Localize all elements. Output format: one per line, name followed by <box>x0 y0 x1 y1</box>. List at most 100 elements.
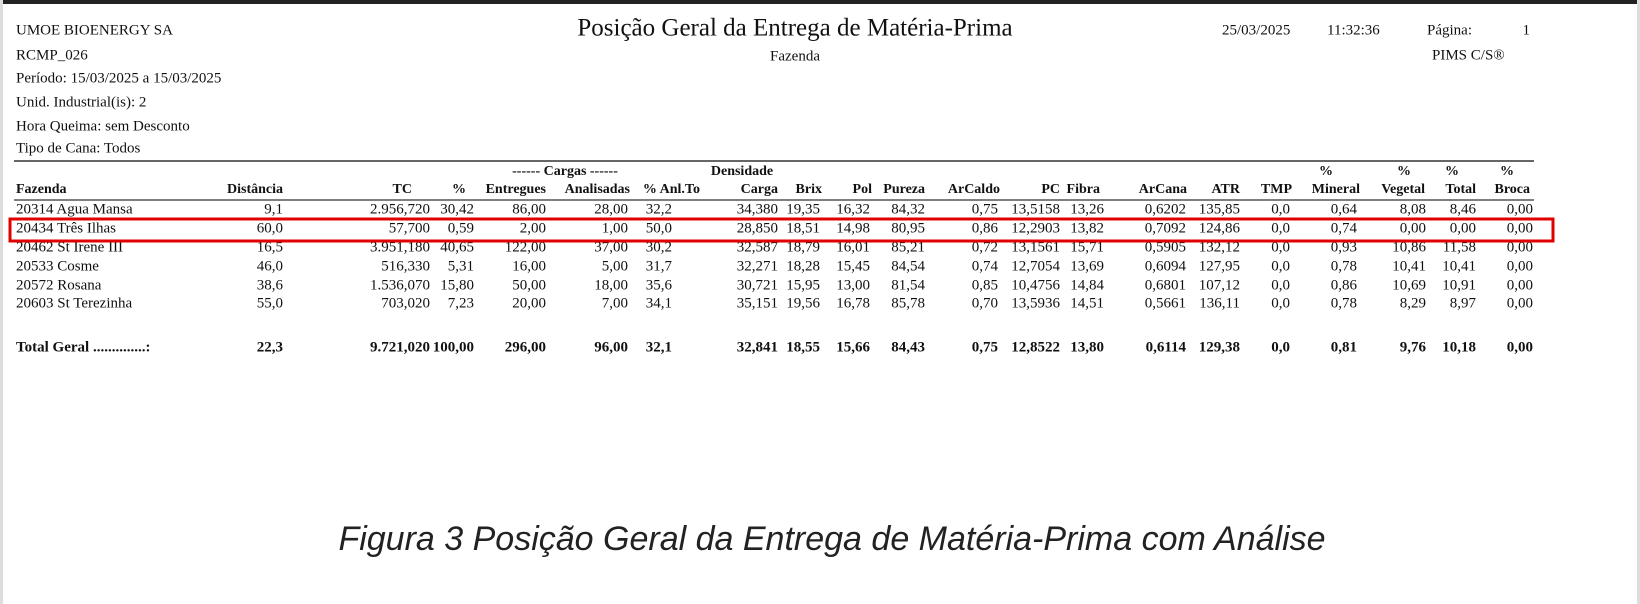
cell: 30,42 <box>440 201 474 217</box>
cell: 703,020 <box>381 295 430 311</box>
cane-type: Tipo de Cana: Todos <box>16 140 141 156</box>
total-cell: 100,00 <box>433 339 474 355</box>
date: 25/03/2025 <box>1222 22 1290 38</box>
cell: 20533 Cosme <box>16 258 99 274</box>
cell: 10,4756 <box>1011 277 1060 293</box>
cell: 18,28 <box>786 258 820 274</box>
column-header: Distância <box>227 182 283 197</box>
cell: 16,32 <box>836 201 870 217</box>
total-cell: 15,66 <box>836 339 870 355</box>
cell: 12,7054 <box>1011 258 1060 274</box>
cell: 20,00 <box>512 295 546 311</box>
table: %%% % Fazenda Distância TC% Entregues Analisad… <box>16 164 1533 355</box>
group-header: Densidade <box>711 164 773 179</box>
page-number: 1 <box>1523 22 1531 38</box>
top-border <box>0 0 1640 4</box>
cell: 8,08 <box>1400 201 1426 217</box>
cell: 15,80 <box>440 277 474 293</box>
cell: 28,00 <box>594 201 628 217</box>
cell: 516,330 <box>381 258 430 274</box>
cell: 0,74 <box>1331 220 1358 236</box>
column-header: Pol <box>853 182 873 197</box>
cell: 85,21 <box>891 239 925 255</box>
cell: 10,41 <box>1442 258 1476 274</box>
cell: 0,00 <box>1507 277 1533 293</box>
cell: 8,46 <box>1450 201 1477 217</box>
cell: 135,85 <box>1199 201 1240 217</box>
cell: 50,00 <box>512 277 546 293</box>
cell: 8,29 <box>1400 295 1426 311</box>
cell: 0,6094 <box>1145 258 1187 274</box>
time: 11:32:36 <box>1327 22 1380 38</box>
cell: 0,78 <box>1331 295 1357 311</box>
cell: 34,380 <box>737 201 778 217</box>
cell: 86,00 <box>512 201 546 217</box>
caption: Figura 3 Posição Geral da Entrega de Mat… <box>338 520 1325 558</box>
cell: 34,1 <box>646 295 672 311</box>
cell: 16,78 <box>836 295 870 311</box>
total-cell: 96,00 <box>594 339 628 355</box>
cell: 84,32 <box>891 201 925 217</box>
cell: 0,64 <box>1331 201 1358 217</box>
cell: 80,95 <box>891 220 925 236</box>
highlight-box <box>8 217 1555 243</box>
cell: 28,850 <box>737 220 778 236</box>
total-cell: 9.721,020 <box>370 339 430 355</box>
cell: 0,0 <box>1271 295 1290 311</box>
cell: 14,98 <box>836 220 870 236</box>
total-cell: 296,00 <box>505 339 546 355</box>
column-header: ATR <box>1211 182 1240 197</box>
cell: 13,5158 <box>1011 201 1060 217</box>
cell: 18,00 <box>594 277 628 293</box>
cell: 19,35 <box>786 201 820 217</box>
cell: 0,86 <box>972 220 999 236</box>
total-cell: 22,3 <box>257 339 283 355</box>
cell: 12,2903 <box>1011 220 1060 236</box>
cell: 7,23 <box>448 295 474 311</box>
cell: 0,0 <box>1271 258 1290 274</box>
cell: 0,0 <box>1271 220 1290 236</box>
cell: 0,00 <box>1450 220 1476 236</box>
cell: 31,7 <box>646 258 673 274</box>
column-header: Fazenda <box>16 182 67 197</box>
cell: 13,82 <box>1070 220 1104 236</box>
cell: 32,2 <box>646 201 672 217</box>
cell: 5,00 <box>602 258 628 274</box>
cell: 0,74 <box>972 258 999 274</box>
cell: 3.951,180 <box>370 239 430 255</box>
cell: 57,700 <box>389 220 430 236</box>
cell: 9,1 <box>264 201 283 217</box>
cell: 0,86 <box>1331 277 1358 293</box>
page-label: Página: <box>1427 22 1472 38</box>
cell: 85,78 <box>891 295 925 311</box>
total-cell: 18,55 <box>786 339 820 355</box>
cell: 0,70 <box>972 295 998 311</box>
cell: 1,00 <box>602 220 628 236</box>
column-header: Carga <box>741 182 778 197</box>
cell: 81,54 <box>891 277 925 293</box>
cell: 122,00 <box>505 239 546 255</box>
cell: 11,58 <box>1443 239 1476 255</box>
column-header: Vegetal <box>1381 182 1425 197</box>
cell: 19,56 <box>786 295 820 311</box>
cell: 0,6801 <box>1145 277 1186 293</box>
total-cell: 12,8522 <box>1011 339 1060 355</box>
cell: 13,69 <box>1070 258 1104 274</box>
cell: 35,151 <box>737 295 778 311</box>
cell: 0,00 <box>1400 220 1426 236</box>
cell: 0,00 <box>1507 295 1533 311</box>
group-header: % <box>1445 164 1459 179</box>
column-header: % <box>452 182 466 197</box>
column-header: ArCaldo <box>948 182 1000 197</box>
system: PIMS C/S® <box>1432 47 1505 63</box>
cell: 0,93 <box>1331 239 1357 255</box>
total-cell: 129,38 <box>1199 339 1240 355</box>
cell: 30,2 <box>646 239 672 255</box>
cell: 10,69 <box>1392 277 1426 293</box>
cell: 10,41 <box>1392 258 1426 274</box>
cell: 2.956,720 <box>370 201 430 217</box>
cell: 18,79 <box>786 239 820 255</box>
total-cell: 0,0 <box>1271 339 1290 355</box>
cell: 16,00 <box>512 258 546 274</box>
